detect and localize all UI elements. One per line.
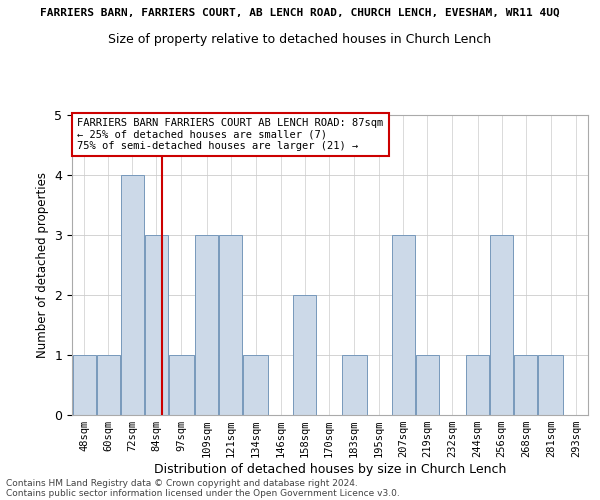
Text: FARRIERS BARN FARRIERS COURT AB LENCH ROAD: 87sqm
← 25% of detached houses are s: FARRIERS BARN FARRIERS COURT AB LENCH RO… <box>77 118 383 151</box>
Text: Contains public sector information licensed under the Open Government Licence v3: Contains public sector information licen… <box>6 488 400 498</box>
Bar <box>341 355 367 415</box>
Text: Contains HM Land Registry data © Crown copyright and database right 2024.: Contains HM Land Registry data © Crown c… <box>6 478 358 488</box>
Bar <box>219 235 242 415</box>
Bar <box>195 235 218 415</box>
Text: Size of property relative to detached houses in Church Lench: Size of property relative to detached ho… <box>109 32 491 46</box>
Bar <box>392 235 415 415</box>
Bar <box>416 355 439 415</box>
Bar <box>490 235 513 415</box>
Bar <box>514 355 538 415</box>
Bar <box>293 295 316 415</box>
Bar <box>243 355 268 415</box>
X-axis label: Distribution of detached houses by size in Church Lench: Distribution of detached houses by size … <box>154 463 506 476</box>
Text: FARRIERS BARN, FARRIERS COURT, AB LENCH ROAD, CHURCH LENCH, EVESHAM, WR11 4UQ: FARRIERS BARN, FARRIERS COURT, AB LENCH … <box>40 8 560 18</box>
Bar <box>145 235 168 415</box>
Bar <box>121 175 144 415</box>
Bar <box>538 355 563 415</box>
Bar <box>466 355 489 415</box>
Bar <box>169 355 194 415</box>
Bar <box>97 355 119 415</box>
Y-axis label: Number of detached properties: Number of detached properties <box>36 172 49 358</box>
Bar <box>73 355 95 415</box>
